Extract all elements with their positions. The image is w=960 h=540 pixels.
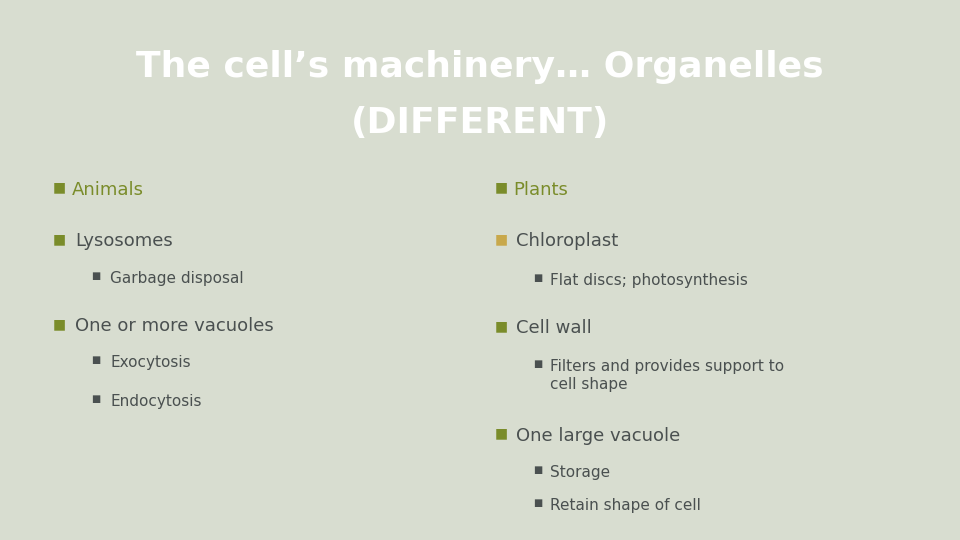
Text: ■: ■ [533,465,542,475]
Text: Exocytosis: Exocytosis [110,355,191,370]
Text: ■: ■ [53,180,66,194]
Text: Chloroplast: Chloroplast [516,232,619,251]
Text: Filters and provides support to
cell shape: Filters and provides support to cell sha… [550,359,784,392]
Text: Storage: Storage [550,465,611,480]
Text: Retain shape of cell: Retain shape of cell [550,498,701,512]
Text: ■: ■ [91,271,101,281]
Text: (DIFFERENT): (DIFFERENT) [350,106,610,140]
Text: ■: ■ [494,319,508,333]
Text: Animals: Animals [72,180,144,199]
Text: ■: ■ [533,273,542,283]
Text: One large vacuole: One large vacuole [516,427,681,444]
Text: Garbage disposal: Garbage disposal [110,271,244,286]
Text: ■: ■ [533,498,542,508]
Text: Lysosomes: Lysosomes [75,232,173,251]
Text: Flat discs; photosynthesis: Flat discs; photosynthesis [550,273,748,288]
Text: ■: ■ [494,232,508,246]
Text: Plants: Plants [514,180,568,199]
Text: ■: ■ [494,180,508,194]
Text: One or more vacuoles: One or more vacuoles [75,317,274,335]
Text: ■: ■ [533,359,542,369]
Text: ■: ■ [53,232,66,246]
Text: ■: ■ [494,427,508,441]
Text: ■: ■ [91,355,101,366]
Text: Cell wall: Cell wall [516,319,592,337]
Text: Endocytosis: Endocytosis [110,394,202,409]
Text: The cell’s machinery… Organelles: The cell’s machinery… Organelles [136,50,824,84]
Text: ■: ■ [53,317,66,331]
Text: ■: ■ [91,394,101,404]
